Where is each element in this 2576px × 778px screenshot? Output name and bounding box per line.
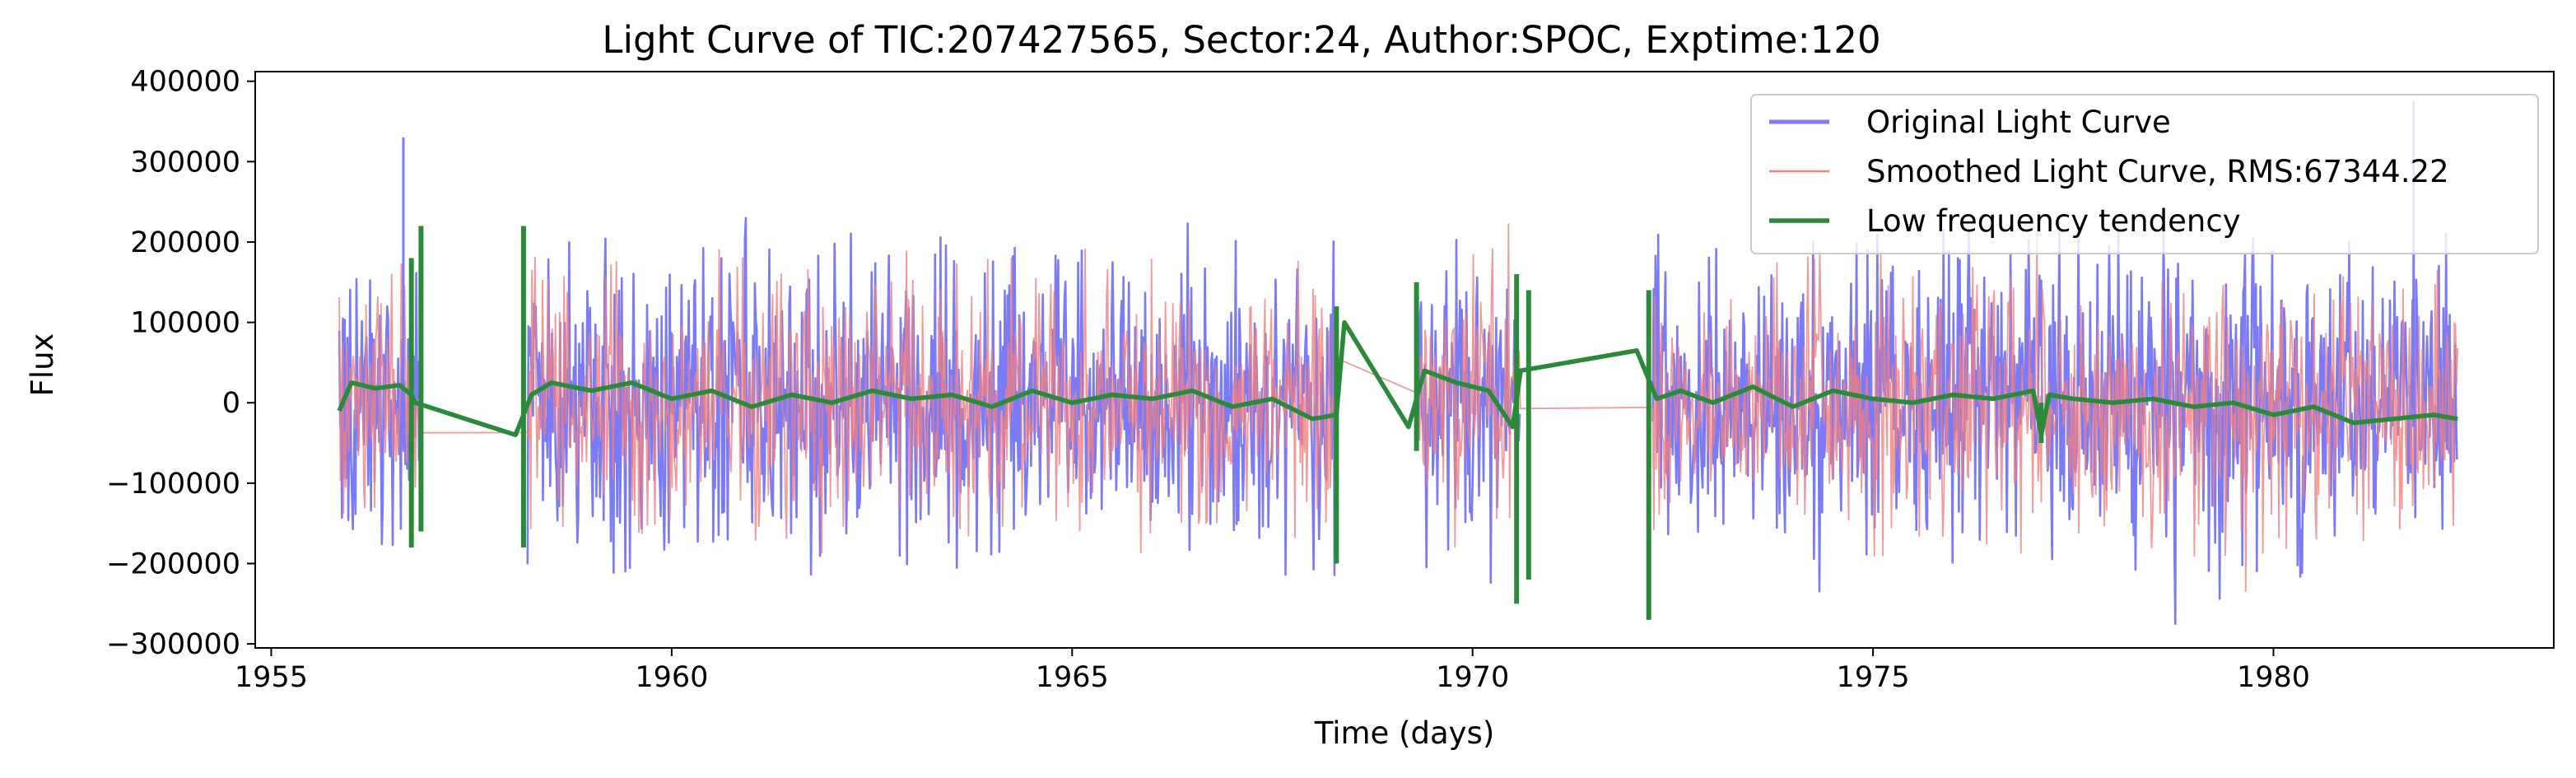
y-tick-label: −200000: [106, 547, 240, 580]
original-curve-segment-4: [1651, 228, 2458, 625]
axes: 1955 1960 1965 1970 1975 1980 −300000 −200000 −1…: [106, 66, 2555, 694]
y-tick-label: −100000: [106, 468, 240, 501]
y-tick-label: 300000: [130, 146, 240, 179]
plot-area: [337, 101, 2459, 625]
y-tick-label: −300000: [106, 628, 240, 661]
y-axis-label: Flux: [25, 333, 60, 397]
y-tick-label: 400000: [130, 66, 240, 99]
smoothed-curve: [338, 223, 2459, 593]
x-tick-label: 1970: [1436, 661, 1509, 694]
x-tick-label: 1960: [635, 661, 708, 694]
axes-frame: [254, 71, 2555, 649]
y-tick-label: 100000: [130, 307, 240, 340]
x-tick-label: 1975: [1837, 661, 1910, 694]
trend-line: [337, 319, 2458, 438]
x-tick-label: 1980: [2237, 661, 2310, 694]
legend-label: Smoothed Light Curve, RMS:67344.22: [1866, 154, 2449, 189]
y-tick-label: 0: [222, 387, 240, 420]
legend-label: Original Light Curve: [1866, 105, 2171, 140]
x-axis-label: Time (days): [1314, 715, 1495, 751]
y-tick-label: 200000: [130, 226, 240, 259]
legend: Original Light Curve Smoothed Light Curve…: [1750, 94, 2539, 254]
x-tick-label: 1965: [1036, 661, 1109, 694]
legend-box: [1750, 94, 2539, 254]
chart-title: Light Curve of TIC:207427565, Sector:24,…: [602, 18, 1880, 62]
legend-label: Low frequency tendency: [1866, 203, 2241, 239]
original-curve-segment-3: [1415, 239, 1521, 584]
x-tick-label: 1955: [235, 661, 308, 694]
